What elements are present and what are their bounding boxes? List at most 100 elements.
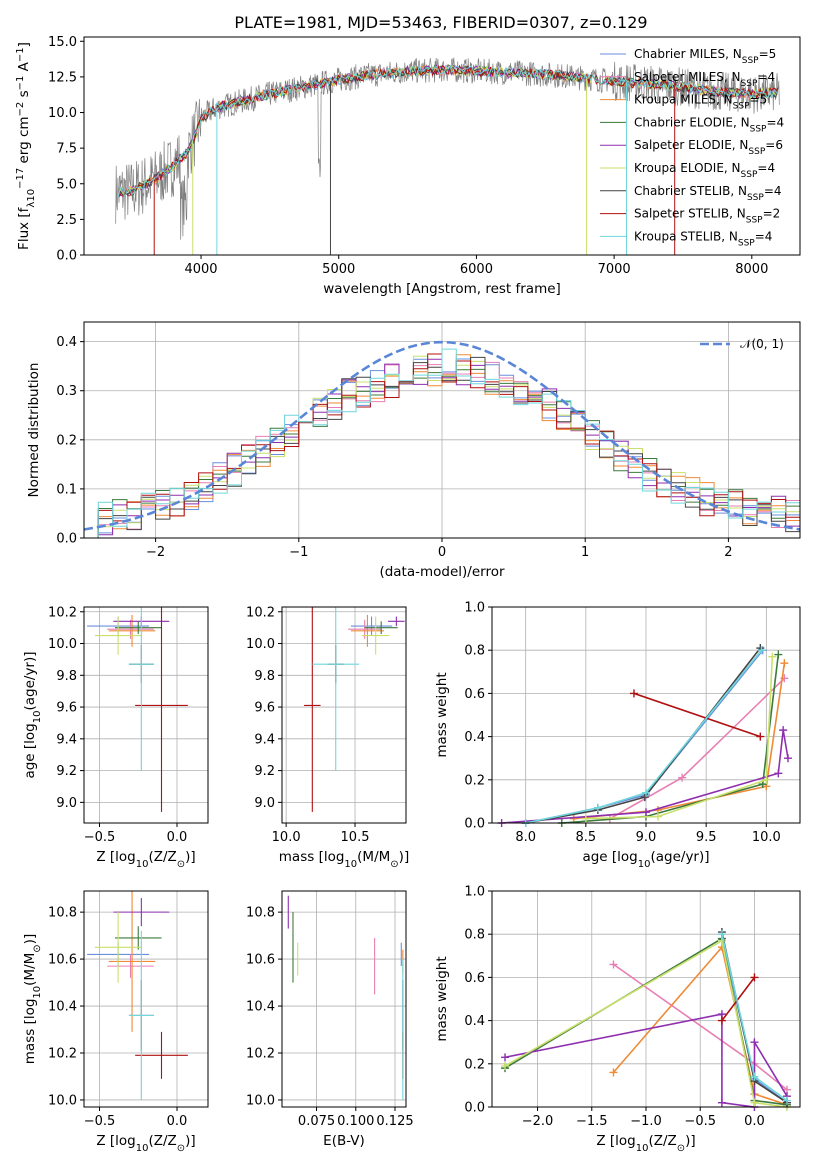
y-axis-label: mass weight [434, 672, 450, 757]
legend-label-value: =5 [750, 93, 768, 107]
legend-label-subscript: SSP [746, 216, 763, 226]
legend-label-value: =2 [763, 207, 781, 221]
weight-series-kroupa-stelib [525, 649, 763, 823]
y-tick-label: 0.0 [56, 532, 77, 547]
weight-vs-age-panel: 8.0 8.5 9.0 9.5 10.0 0.0 0.2 0.4 0.6 0.8 1.0 age [l… [434, 601, 801, 870]
x-axis-label-part: (M/M [357, 849, 390, 865]
legend-label: Kroupa ELODIE, NSSP=4 [634, 161, 775, 180]
x-axis-label-part: )] [399, 849, 410, 865]
x-axis-label-part: ⊙ [677, 1143, 685, 1154]
x-axis-label-part: (Z/Z [648, 1133, 676, 1149]
legend-label-subscript: SSP [747, 193, 764, 203]
y-tick-label: 0.6 [464, 971, 485, 986]
y-axis-label-part: −1 [15, 47, 26, 62]
y-tick-label: 10.2 [246, 605, 275, 620]
y-axis-label: Normed distribution [26, 363, 42, 498]
x-axis-label-part: mass [log [279, 849, 345, 865]
x-tick-label: 8.0 [515, 830, 536, 845]
x-tick-label: 7000 [598, 262, 631, 277]
y-axis-label-part: ] [16, 42, 32, 47]
model-spectrum-kroupa-stelib [117, 64, 779, 198]
y-axis-label-part: (M/M [22, 953, 38, 986]
y-axis-label-part: −2 [15, 102, 26, 117]
weight-marker [782, 1096, 791, 1105]
y-tick-label: 9.6 [56, 701, 77, 716]
weight-marker [774, 650, 783, 659]
y-tick-label: 0.4 [464, 1014, 485, 1029]
y-tick-label: 9.8 [254, 669, 275, 684]
x-axis-label: wavelength [Angstrom, rest frame] [323, 281, 561, 297]
weight-marker [774, 769, 783, 778]
x-tick-label: −2.0 [522, 1114, 554, 1129]
x-tick-label: 0 [438, 545, 446, 560]
y-axis-label-part: Flux [f [16, 206, 32, 250]
x-axis-label-part: 10 [636, 1143, 649, 1154]
legend-label-value: =4 [755, 229, 773, 243]
axes-frame [83, 36, 801, 256]
legend-label-text: Kroupa ELODIE, N [634, 161, 741, 175]
legend-label-text: Salpeter ELODIE, N [634, 138, 748, 152]
weight-marker [717, 930, 726, 939]
y-tick-label: 0.3 [56, 384, 77, 399]
y-tick-label: 10.0 [48, 637, 77, 652]
spectrum-panel: 4000 5000 6000 7000 8000 0.0 2.5 5.0 7.5 10.0 12.5… [15, 35, 801, 297]
legend-label: Salpeter ELODIE, NSSP=6 [634, 138, 783, 157]
x-tick-label: 1 [581, 545, 589, 560]
y-tick-label: 10.2 [246, 1047, 275, 1062]
x-axis-label-part: ⊙ [390, 859, 398, 870]
axes-frame [281, 606, 407, 824]
legend-label-subscript: SSP [741, 79, 758, 89]
legend-label: Salpeter MILES, NSSP=4 [634, 70, 775, 89]
y-tick-label: 9.4 [56, 732, 77, 747]
x-axis-label: age [log10(age/yr)] [582, 849, 709, 870]
x-axis-label: Z [log10(Z/Z⊙)] [96, 1133, 195, 1154]
x-tick-label: −0.5 [684, 1114, 716, 1129]
x-tick-label: 5000 [322, 262, 355, 277]
weight-marker [750, 973, 759, 982]
weight-marker [642, 808, 650, 817]
y-tick-label: 12.5 [48, 70, 77, 85]
axes-frame [491, 606, 801, 824]
legend-label-subscript: SSP [748, 147, 765, 157]
weight-marker [757, 646, 766, 655]
y-tick-label: 9.0 [254, 796, 275, 811]
y-axis-label-part: 10 [26, 189, 37, 202]
y-tick-label: 0.6 [464, 687, 485, 702]
y-axis-label-part: erg cm [16, 116, 32, 167]
legend-label-subscript: SSP [741, 170, 758, 180]
figure-title: PLATE=1981, MJD=53463, FIBERID=0307, z=0… [234, 13, 647, 32]
age-vs-metallicity-panel: −0.5 0.09.09.29.49.69.810.010.2Z [log10(Z… [22, 605, 209, 870]
x-axis-label: Z [log10(Z/Z⊙)] [596, 1133, 695, 1154]
y-tick-label: 1.0 [464, 601, 485, 616]
y-tick-label: 2.5 [56, 213, 77, 228]
x-tick-label: 10.0 [272, 830, 301, 845]
x-axis-label-part: (age/yr)] [650, 849, 709, 865]
x-tick-label: 0.075 [298, 1114, 335, 1129]
y-axis-label-part: (age/yr)] [22, 651, 38, 710]
age-vs-mass-panel: 10.0 10.5 9.0 9.2 9.4 9.6 9.8 10.0 10.2 mass [log… [246, 605, 410, 870]
x-axis-label: E(B-V) [323, 1133, 365, 1149]
y-tick-label: 9.0 [56, 796, 77, 811]
legend-label: Kroupa STELIB, NSSP=4 [634, 229, 772, 248]
legend-label-value: =4 [766, 115, 784, 129]
weight-series-salpeter-stelib [721, 976, 756, 1022]
weight-marker [609, 1068, 618, 1077]
weight-series-salpeter-elodie [504, 1013, 788, 1107]
x-tick-label: 0.0 [744, 1114, 765, 1129]
y-tick-label: 7.5 [56, 142, 77, 157]
y-tick-label: 0.8 [464, 644, 485, 659]
weight-marker [629, 689, 638, 698]
y-tick-label: 10.6 [246, 953, 275, 968]
legend-label-text: Kroupa STELIB, N [634, 229, 738, 243]
y-axis-label-part: ⊙ [32, 944, 43, 952]
legend-label-subscript: SSP [742, 56, 759, 66]
x-axis-label: Z [log10(Z/Z⊙)] [96, 849, 195, 870]
y-tick-label: 10.2 [48, 1047, 77, 1062]
y-tick-label: 10.0 [246, 1093, 275, 1108]
axes-frame [491, 890, 801, 1108]
x-tick-label: −2 [146, 545, 165, 560]
weight-marker [581, 814, 590, 823]
y-axis-label-part: 10 [32, 986, 43, 999]
